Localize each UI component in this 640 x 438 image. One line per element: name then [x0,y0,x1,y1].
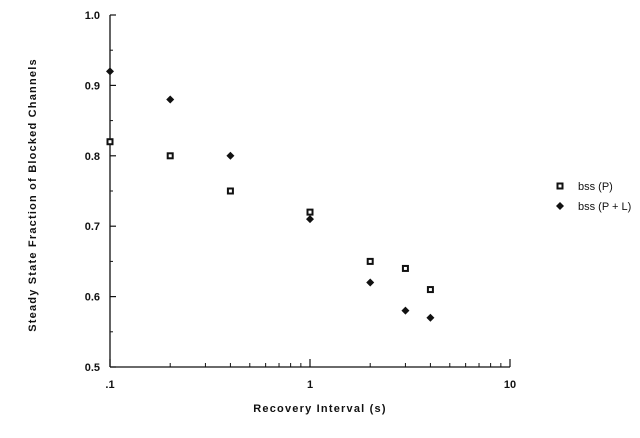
axes [109,15,510,368]
square-marker-center [168,154,172,158]
data-point-series-2 [106,67,114,76]
data-point-series-1 [226,187,234,195]
ticks: 0.5 0.6 0.7 0.8 0.9 1.0 .1 1 10 [85,10,516,391]
square-marker-center [108,140,112,144]
data-point-series-2 [166,95,175,104]
x-axis-title: Recovery Interval (s) [253,403,386,415]
data-point-series-1 [366,257,374,265]
y-axis-title: Steady State Fraction of Blocked Channel… [27,58,39,332]
data-point-series-2 [306,215,314,224]
y-tick-label: 0.5 [85,362,100,374]
data-point-series-1 [166,152,174,160]
legend-label: bss (P) [578,181,613,193]
square-marker-center [228,189,232,193]
data-point-series-2 [226,151,235,160]
x-tick-label: 1 [307,379,313,391]
legend-marker [556,202,564,210]
legend-marker [556,182,564,190]
data-point-series-2 [366,278,375,287]
square-marker-center [428,288,432,292]
square-marker-center [558,184,562,188]
y-tick-label: 0.7 [85,221,100,233]
data-point-series-1 [401,264,409,272]
square-marker-center [308,210,312,214]
y-tick-label: 0.9 [85,80,100,92]
data-point-series-1 [106,138,114,146]
y-tick-label: 0.6 [85,292,100,304]
data-point-series-2 [401,306,410,315]
data-point-series-1 [306,208,314,216]
square-marker-center [403,266,407,270]
data-point-series-2 [426,313,435,322]
y-tick-label: 0.8 [85,151,100,163]
x-tick-label: .1 [105,379,114,391]
y-tick-label: 1.0 [85,10,100,22]
data-point-series-1 [426,286,434,294]
legend: bss (P) bss (P + L) [556,181,631,213]
square-marker-center [368,259,372,263]
legend-label: bss (P + L) [578,201,631,213]
x-tick-label: 10 [504,379,516,391]
data-points [106,67,435,322]
